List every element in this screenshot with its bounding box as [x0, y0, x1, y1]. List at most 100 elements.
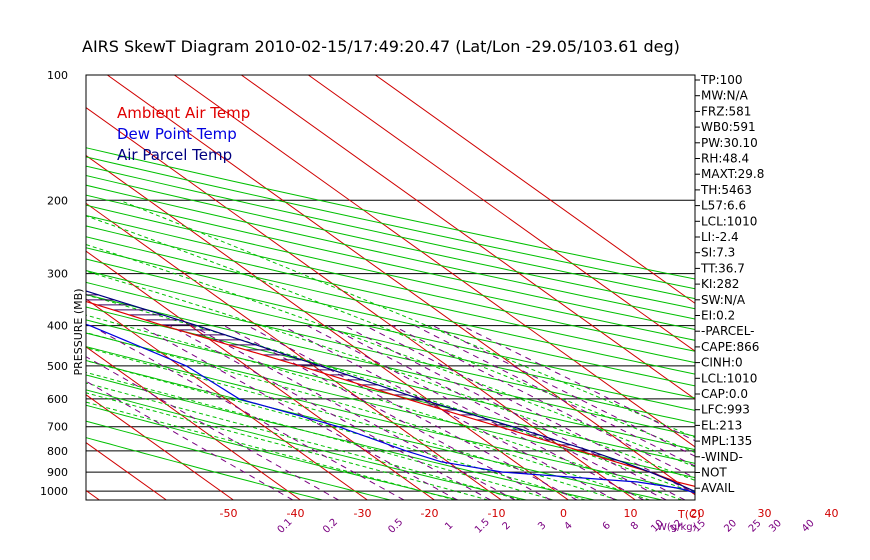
mixing-ratio-line: [343, 325, 686, 500]
moist-adiabat: [86, 270, 695, 481]
mixing-ratio-tick: 6: [601, 520, 613, 532]
bottom-temp-tick: -30: [354, 507, 372, 520]
mixing-ratio-line: [392, 325, 695, 479]
dry-adiabat: [86, 294, 695, 437]
dry-adiabat: [86, 156, 695, 290]
mixing-ratio-tick: 25: [747, 518, 764, 535]
isotherm-line: [86, 106, 636, 500]
index-item: LCL:1010: [701, 371, 757, 385]
mixing-ratio-line: [86, 356, 339, 500]
index-item: LCL:1010: [701, 214, 757, 228]
mixing-ratio-tick: 30: [767, 518, 784, 535]
index-item: LI:-2.4: [701, 230, 739, 244]
isotherm-line: [86, 250, 435, 500]
dry-adiabat: [86, 236, 695, 375]
mixing-ratio-line: [223, 325, 552, 500]
mixing-ratio-tick: 0.2: [321, 517, 340, 536]
index-item: PW:30.10: [701, 136, 758, 150]
dry-adiabat: [86, 147, 695, 280]
bottom-temp-tick: 10: [624, 507, 638, 520]
index-item: SI:7.3: [701, 246, 735, 260]
mixing-ratio-tick: 3: [536, 520, 548, 532]
isotherm-line: [86, 346, 301, 500]
bottom-temp-tick: 0: [560, 507, 567, 520]
index-item: SW:N/A: [701, 293, 746, 307]
index-item: CINH:0: [701, 356, 743, 370]
bottom-temp-tick: 40: [825, 507, 839, 520]
isotherm-line: [241, 75, 695, 400]
index-item: TP:100: [700, 73, 743, 87]
index-item: EI:0.2: [701, 309, 735, 323]
bottom-temp-tick: 30: [758, 507, 772, 520]
index-item: L57:6.6: [701, 199, 746, 213]
moist-adiabat: [86, 294, 695, 494]
pressure-tick: 800: [47, 445, 68, 458]
bottom-temp-tick: -50: [220, 507, 238, 520]
pressure-tick: 500: [47, 360, 68, 373]
mixing-ratio-tick: 1: [443, 520, 455, 532]
moist-adiabat: [86, 360, 586, 500]
index-item: LFC:993: [701, 403, 750, 417]
dry-adiabat: [86, 332, 695, 479]
dry-adiabat: [86, 175, 695, 310]
legend: Ambient Air Temp Dew Point Temp Air Parc…: [117, 104, 250, 164]
mixing-ratio-line: [191, 325, 516, 500]
x2-axis-label: W(g/kg): [657, 522, 697, 533]
index-item: -PARCEL-: [701, 324, 755, 338]
mixing-ratio-line: [86, 380, 294, 500]
index-item: EL:213: [701, 418, 742, 432]
dry-adiabat: [86, 437, 323, 500]
index-item: -WIND-: [701, 450, 743, 464]
mixing-ratio-tick: 40: [800, 518, 817, 535]
pressure-tick: 300: [47, 268, 68, 281]
dry-adiabat: [86, 374, 595, 500]
isotherm-line: [86, 154, 569, 500]
dry-adiabat: [86, 404, 459, 500]
moist-adiabat: [86, 401, 456, 500]
chart-title: AIRS SkewT Diagram 2010-02-15/17:49:20.4…: [82, 37, 680, 56]
bottom-temp-tick: 20: [691, 507, 705, 520]
mixing-ratio-line: [169, 325, 491, 500]
dry-adiabat: [86, 281, 695, 424]
pressure-tick: 1000: [40, 485, 68, 498]
bottom-temp-tick: -20: [421, 507, 439, 520]
pressure-tick: 200: [47, 194, 68, 207]
isotherm-line: [86, 394, 234, 500]
pressure-tick: 400: [47, 320, 68, 333]
index-item: CAP:0.0: [701, 387, 748, 401]
index-item: TH:5463: [700, 183, 752, 197]
mixing-ratio-tick: 0.5: [386, 517, 405, 536]
bottom-temp-tick: -40: [287, 507, 305, 520]
x-axis-label: T(C): [677, 508, 701, 521]
dry-adiabat: [86, 184, 695, 320]
series-line-2: [86, 290, 695, 492]
moist-adiabat: [86, 347, 618, 500]
dry-adiabat: [86, 214, 695, 352]
mixing-ratio-tick: 8: [629, 520, 641, 532]
index-item: WB0:591: [701, 120, 756, 134]
mixing-ratio-line: [306, 325, 644, 500]
index-item: MW:N/A: [701, 89, 749, 103]
index-item: CAPE:866: [701, 340, 759, 354]
isotherm-line: [86, 489, 100, 500]
index-item: RH:48.4: [701, 152, 749, 166]
moist-adiabat: [119, 199, 695, 439]
pressure-tick: 900: [47, 466, 68, 479]
legend-parcel: Air Parcel Temp: [117, 146, 232, 164]
profile-lines: [86, 290, 695, 494]
isotherm-line: [86, 298, 368, 500]
dry-adiabat: [86, 319, 695, 464]
moist-adiabat: [86, 314, 682, 500]
plot-frame: [85, 74, 696, 501]
dry-adiabat: [86, 389, 527, 500]
mixing-ratio-line: [90, 325, 405, 500]
isotherm-line: [375, 75, 695, 304]
index-item: TT:36.7: [700, 261, 745, 275]
moist-adiabat: [86, 215, 695, 453]
dry-adiabat: [86, 420, 391, 500]
series-line-1: [86, 323, 695, 494]
pressure-tick: 700: [47, 421, 68, 434]
pressure-tick: 100: [47, 69, 68, 82]
